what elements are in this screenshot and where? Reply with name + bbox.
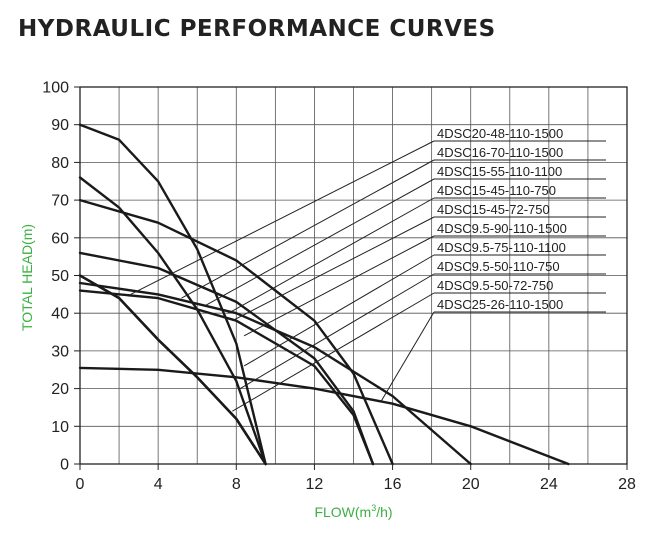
legend-leader-line [232,292,435,412]
series-curve [78,274,267,466]
x-tick-label: 20 [462,476,480,493]
x-tick-label: 16 [384,476,402,493]
legend-label: 4DSC15-45-72-750 [437,202,550,217]
legend-leader-line [243,254,435,367]
chart-tick-labels: 0 4 8 12 16 20 24 28 0 10 20 30 40 50 60 70 80 90 100 [42,80,636,494]
y-tick-label: 40 [51,306,69,323]
x-axis-title: FLOW(m3/h) [314,503,392,520]
series-curve [78,123,267,466]
y-tick-label: 10 [51,419,69,436]
legend-label: 4DSC9.5-90-110-1500 [437,221,567,236]
legend-leader-line [204,178,435,307]
x-tick-label: 24 [540,476,558,493]
chart-curves [78,123,570,466]
legend-label: 4DSC25-26-110-1500 [437,297,563,312]
chart-legend-callouts: 4DSC20-48-110-1500 4DSC16-70-110-1500 4DSC… [130,126,606,412]
legend-leader-line [380,311,435,403]
series-curve [78,251,375,466]
legend-label: 4DSC15-45-110-750 [437,183,556,198]
y-tick-label: 0 [60,457,69,474]
x-tick-label: 12 [306,476,324,493]
legend-leader-line [243,235,435,337]
legend-label: 4DSC15-55-110-1100 [437,164,562,179]
y-tick-label: 100 [42,80,69,97]
legend-label: 4DSC9.5-50-110-750 [437,259,560,274]
series-curve [78,176,267,466]
legend-leader-line [181,159,435,299]
y-tick-label: 20 [51,381,69,398]
y-tick-label: 50 [51,268,69,285]
legend-leader-line [130,140,435,295]
legend-leader-line [239,273,435,390]
y-tick-label: 70 [51,193,69,210]
y-tick-label: 60 [51,230,69,247]
x-tick-label: 0 [76,476,85,493]
chart-grid [79,86,628,465]
legend-label: 4DSC16-70-110-1500 [437,145,563,160]
series-curve [78,366,570,466]
legend-label: 4DSC9.5-50-72-750 [437,278,553,293]
legend-label: 4DSC20-48-110-1500 [437,126,563,141]
x-tick-label: 4 [154,476,163,493]
y-tick-label: 30 [51,343,69,360]
x-tick-label: 28 [618,476,636,493]
series-curve [78,198,394,466]
legend-label: 4DSC9.5-75-110-1100 [437,240,566,255]
x-tick-label: 8 [232,476,241,493]
legend-leader-line [228,197,435,314]
y-tick-label: 90 [51,117,69,134]
series-curve [78,289,375,466]
page-title: HYDRAULIC PERFORMANCE CURVES [18,16,496,42]
y-axis-title: TOTAL HEAD(m) [19,224,35,331]
y-tick-label: 80 [51,155,69,172]
legend-leader-line [232,216,435,322]
